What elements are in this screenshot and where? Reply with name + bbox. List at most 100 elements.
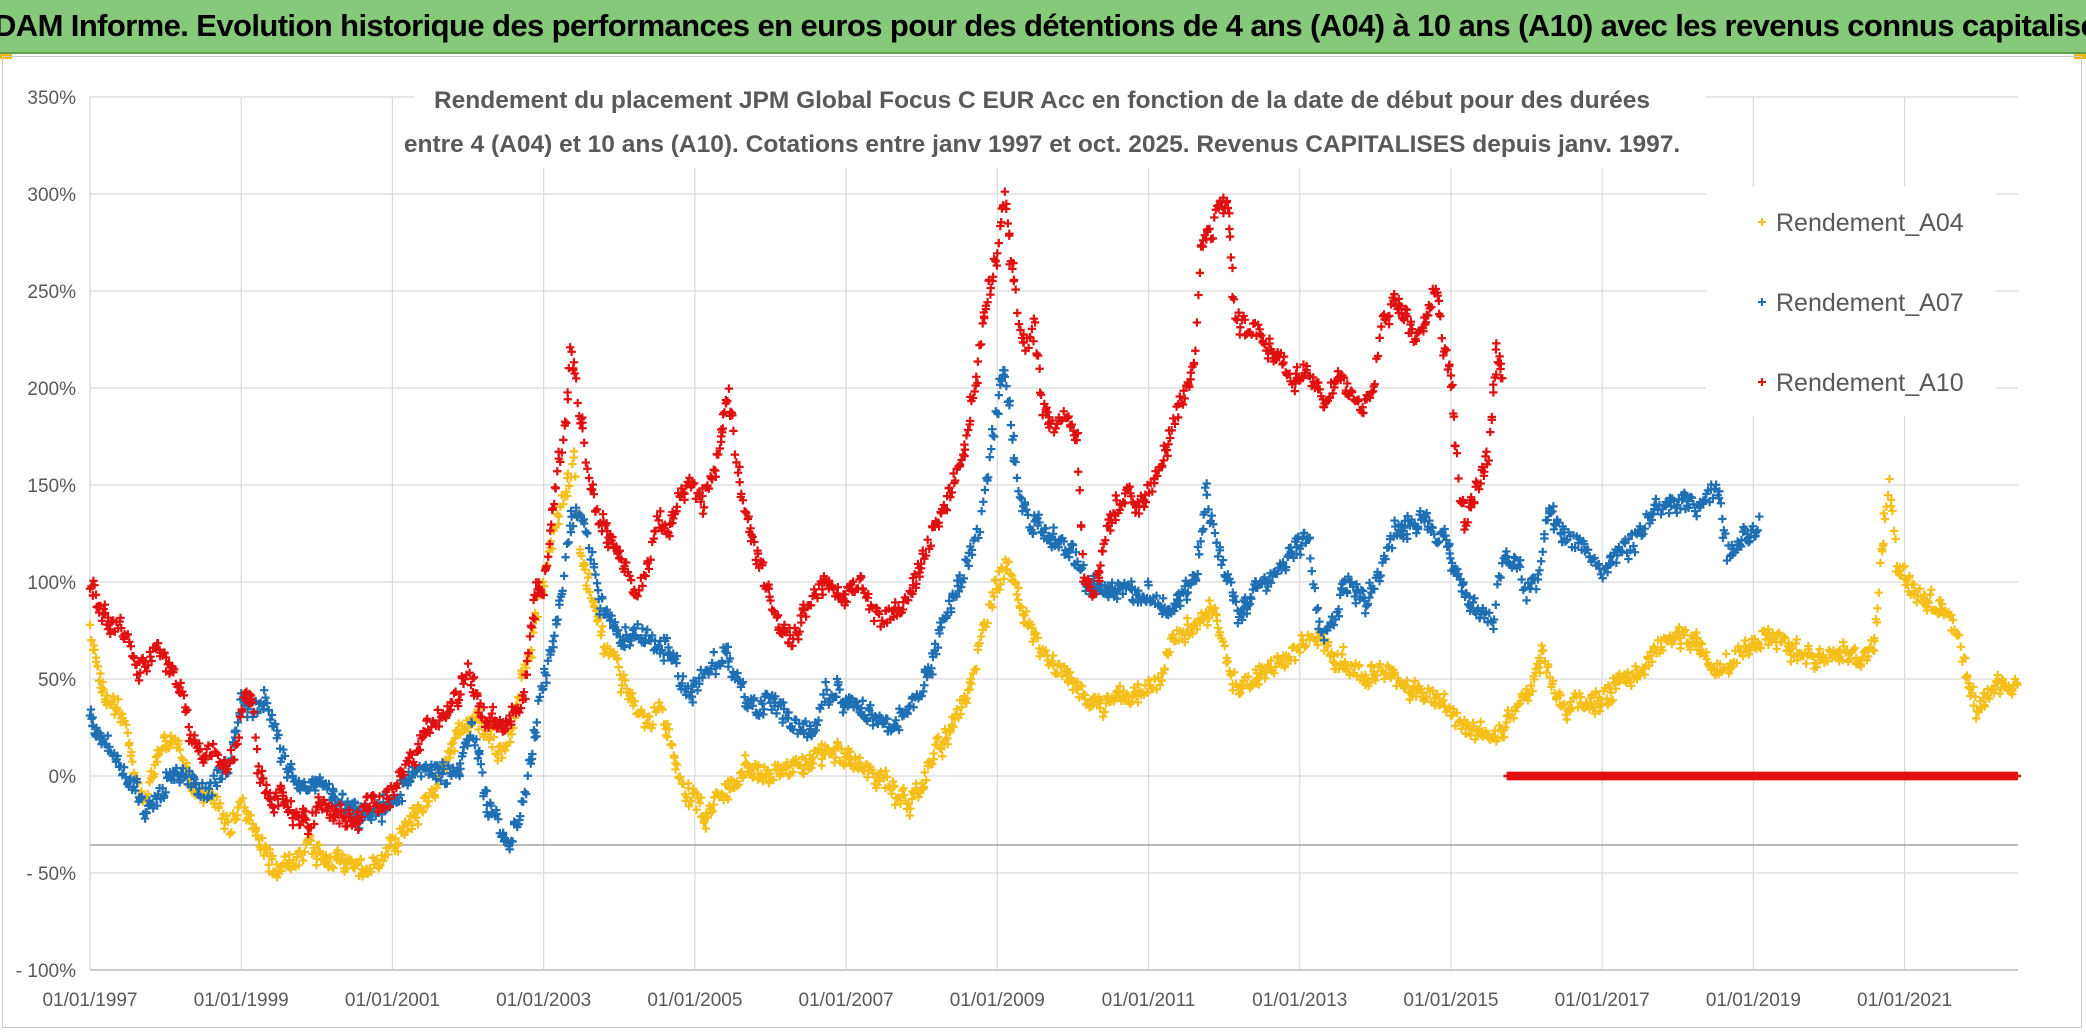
point-rendement-a04: [110, 710, 119, 719]
point-rendement-a04: [1489, 732, 1498, 741]
point-rendement-a04: [966, 674, 976, 684]
point-rendement-a04: [1870, 646, 1879, 656]
point-rendement-a04: [116, 717, 125, 727]
point-rendement-a04: [2013, 680, 2022, 689]
point-rendement-a10: [698, 509, 708, 518]
point-rendement-a04: [1165, 647, 1174, 657]
point-rendement-a07: [532, 718, 542, 727]
point-rendement-a07: [98, 735, 108, 744]
point-rendement-a04: [1337, 650, 1347, 659]
point-rendement-a10: [960, 440, 969, 449]
point-rendement-a04: [1013, 595, 1023, 604]
point-rendement-a04: [1804, 641, 1813, 651]
point-rendement-a04: [628, 689, 637, 698]
point-rendement-a04: [943, 739, 952, 749]
point-rendement-a10: [1377, 322, 1386, 331]
x-axis-ticks: 01/01/1997 01/01/1999 01/01/2001 01/01/2003…: [42, 990, 1952, 1011]
point-rendement-a04: [1859, 647, 1868, 657]
point-rendement-a04: [1499, 732, 1509, 742]
point-rendement-a10: [581, 458, 590, 467]
point-rendement-a04: [280, 852, 289, 861]
point-rendement-a10: [269, 808, 279, 817]
point-rendement-a04: [1607, 688, 1616, 697]
point-rendement-a04: [1133, 680, 1143, 689]
point-rendement-a04: [1440, 689, 1449, 699]
point-rendement-a10: [810, 585, 819, 594]
point-rendement-a04: [1174, 635, 1183, 645]
point-rendement-a07: [1491, 600, 1500, 609]
point-rendement-a07: [962, 556, 972, 565]
point-rendement-a04: [128, 757, 137, 766]
point-rendement-a04: [1320, 646, 1329, 655]
point-rendement-a04: [807, 763, 816, 773]
point-rendement-a04: [1912, 598, 1921, 607]
point-rendement-a10: [1225, 232, 1235, 241]
point-rendement-a04: [175, 745, 185, 754]
point-rendement-a10: [963, 425, 973, 435]
point-rendement-a04: [1811, 659, 1820, 668]
point-rendement-a10: [142, 667, 151, 676]
point-rendement-a04: [1870, 636, 1879, 646]
point-rendement-a04: [112, 703, 122, 713]
point-rendement-a04: [1483, 729, 1492, 738]
point-rendement-a10: [1139, 502, 1149, 512]
point-rendement-a10: [1454, 474, 1463, 483]
point-rendement-a04: [565, 481, 574, 491]
point-rendement-a07: [1000, 366, 1009, 375]
point-rendement-a04: [658, 705, 667, 714]
point-rendement-a04: [1192, 625, 1202, 634]
point-rendement-a10: [591, 506, 600, 516]
point-rendement-a07: [1262, 586, 1271, 595]
point-rendement-a10: [583, 464, 592, 473]
point-rendement-a07: [1002, 381, 1011, 391]
point-rendement-a04: [1756, 643, 1766, 653]
point-rendement-a04: [696, 793, 706, 802]
point-rendement-a07: [553, 615, 562, 624]
point-rendement-a10: [1035, 364, 1044, 373]
point-rendement-a04: [109, 692, 118, 701]
point-rendement-a04: [447, 739, 456, 749]
point-rendement-a04: [1862, 656, 1871, 665]
point-rendement-a04: [1872, 618, 1882, 627]
point-rendement-a04: [376, 860, 385, 870]
point-rendement-a07: [88, 713, 97, 722]
point-rendement-a04: [637, 705, 646, 715]
point-rendement-a04: [121, 720, 131, 729]
point-rendement-a07: [92, 723, 101, 733]
point-rendement-a04: [1915, 584, 1924, 593]
x-tick-label: 01/01/2021: [1857, 990, 1952, 1011]
point-rendement-a04: [983, 618, 992, 628]
point-rendement-a04: [817, 761, 826, 770]
point-rendement-a04: [1861, 646, 1870, 655]
point-rendement-a04: [782, 758, 792, 767]
point-rendement-a04: [1991, 685, 2000, 694]
point-rendement-a04: [1402, 676, 1412, 685]
point-rendement-a04: [1365, 678, 1374, 688]
point-rendement-a04: [413, 820, 423, 829]
point-rendement-a04: [1623, 668, 1633, 677]
point-rendement-a10: [567, 347, 576, 356]
point-rendement-a07: [1718, 514, 1727, 524]
point-rendement-a04: [1993, 670, 2002, 680]
point-rendement-a04: [797, 768, 807, 777]
point-rendement-a04: [743, 760, 752, 769]
x-tick-label: 01/01/1997: [42, 990, 137, 1011]
point-rendement-a04: [1839, 637, 1848, 647]
point-rendement-a04: [1001, 566, 1010, 575]
point-rendement-a10: [550, 483, 560, 492]
point-rendement-a04: [127, 747, 136, 757]
point-rendement-a04: [1157, 676, 1167, 685]
point-rendement-a07: [1210, 528, 1220, 538]
point-rendement-a04: [1433, 689, 1442, 699]
point-rendement-a04: [603, 642, 612, 651]
point-rendement-a04: [1228, 686, 1237, 695]
point-rendement-a04: [920, 768, 929, 777]
point-rendement-a04: [1290, 655, 1300, 665]
point-rendement-a04: [265, 845, 274, 854]
point-rendement-a10: [1073, 467, 1083, 476]
point-rendement-a04: [1371, 676, 1380, 685]
point-rendement-a07: [377, 817, 387, 826]
point-rendement-a10: [972, 372, 981, 381]
point-rendement-a04: [212, 792, 222, 802]
banner-title: ADAM Informe. Evolution historique des p…: [0, 8, 2086, 43]
